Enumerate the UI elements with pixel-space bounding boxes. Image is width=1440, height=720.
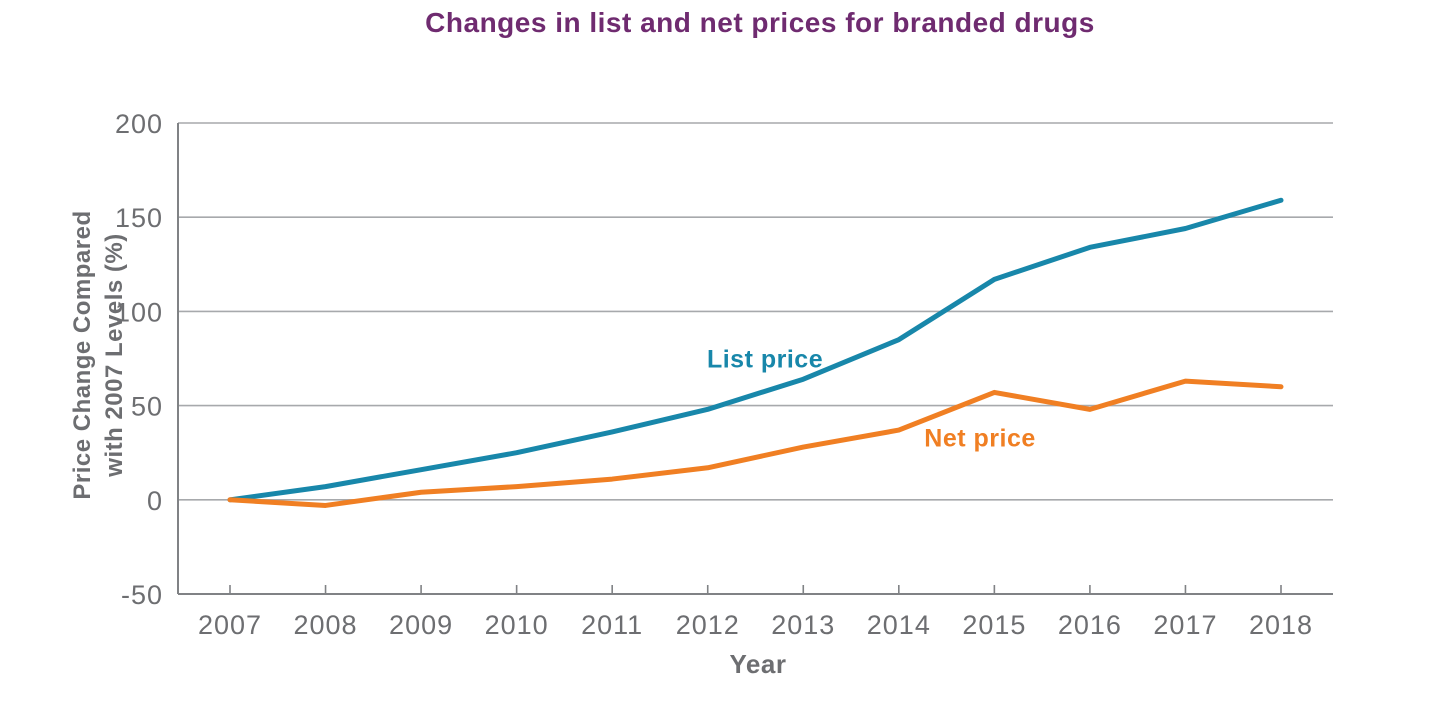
y-tick-label-200: 200	[115, 109, 163, 139]
series-line-net-price	[227, 378, 1284, 508]
x-tick-label-2010: 2010	[485, 610, 549, 640]
x-tick-label-2009: 2009	[389, 610, 453, 640]
x-tick-label-2013: 2013	[771, 610, 835, 640]
y-tick-label--50: -50	[121, 580, 163, 610]
x-tick-label-2007: 2007	[198, 610, 262, 640]
x-tick-label-2008: 2008	[294, 610, 358, 640]
x-tick-label-2016: 2016	[1058, 610, 1122, 640]
axes-layer	[177, 123, 1333, 595]
x-tick-label-2018: 2018	[1249, 610, 1313, 640]
y-tick-label-150: 150	[115, 203, 163, 233]
y-axis-title-line1: Price Change Compared	[69, 210, 96, 499]
chart-title: Changes in list and net prices for brand…	[425, 7, 1095, 38]
x-tick-label-2014: 2014	[867, 610, 931, 640]
series-label-list-price: List price	[707, 346, 823, 374]
x-axis-title: Year	[730, 649, 787, 679]
series-line-list-price	[227, 197, 1284, 503]
x-tick-label-2017: 2017	[1153, 610, 1217, 640]
series-label-net-price: Net price	[924, 425, 1035, 453]
y-axis-title-line2: with 2007 Levels (%)	[101, 233, 128, 477]
gridlines-layer	[178, 122, 1333, 501]
y-tick-label-50: 50	[131, 392, 163, 422]
x-tick-label-2011: 2011	[581, 610, 643, 640]
tick-labels-layer: 2007 2008 2009 2010 2011 2012 2013 2014 2015 2016…	[115, 109, 1313, 640]
y-tick-label-100: 100	[115, 297, 163, 327]
ticks-layer	[229, 585, 1282, 594]
series-layer	[227, 197, 1284, 508]
y-tick-label-0: 0	[147, 486, 163, 516]
x-tick-label-2012: 2012	[676, 610, 740, 640]
x-tick-label-2015: 2015	[962, 610, 1026, 640]
